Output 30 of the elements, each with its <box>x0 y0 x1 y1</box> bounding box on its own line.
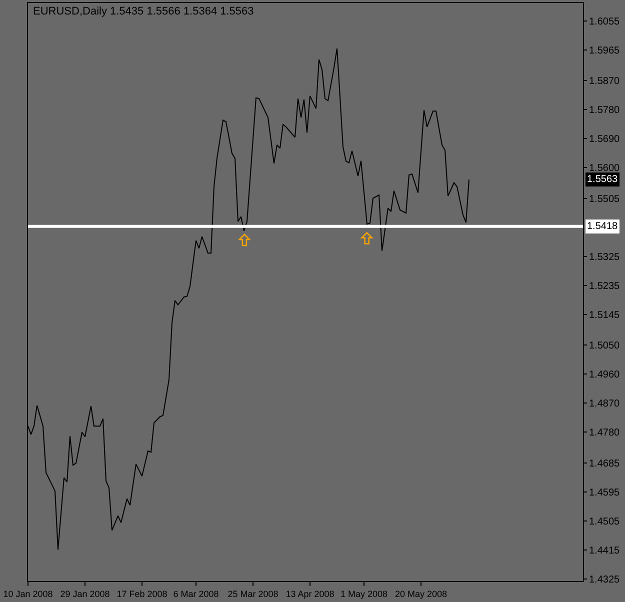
y-tick-label: 1.5780 <box>589 105 620 116</box>
y-tick-label: 1.5965 <box>589 45 620 56</box>
x-tick-label: 17 Feb 2008 <box>116 588 168 599</box>
y-tick-label: 1.5050 <box>589 340 620 352</box>
y-tick-label: 1.5505 <box>589 194 620 205</box>
x-tick-label: 13 Apr 2008 <box>286 588 334 599</box>
x-tick-label: 25 Mar 2008 <box>228 588 278 599</box>
x-tick-label: 1 May 2008 <box>340 588 388 599</box>
y-tick-label: 1.5235 <box>589 280 620 292</box>
y-tick-label: 1.4685 <box>589 458 620 470</box>
y-tick-label: 1.5870 <box>589 76 620 87</box>
x-tick-label: 29 Jan 2008 <box>60 588 110 599</box>
chart-title: EURUSD,Daily 1.5435 1.5566 1.5364 1.5563 <box>33 6 254 18</box>
y-tick-label: 1.4960 <box>589 370 620 381</box>
y-tick-label: 1.4780 <box>589 428 620 439</box>
y-tick-label: 1.5600 <box>589 163 620 174</box>
y-tick-label: 1.5145 <box>589 310 620 321</box>
annotation: 1.5563 <box>587 174 618 185</box>
y-tick-label: 1.4325 <box>589 574 620 586</box>
x-tick-label: 20 May 2008 <box>394 588 448 599</box>
y-tick-label: 1.4415 <box>589 546 620 557</box>
y-tick-label: 1.4870 <box>589 398 620 410</box>
y-tick-label: 1.5690 <box>589 134 620 146</box>
x-tick-label: 6 Mar 2008 <box>173 588 219 599</box>
y-tick-label: 1.4505 <box>589 516 620 528</box>
y-tick-label: 1.4595 <box>589 487 620 498</box>
y-tick-label: 1.6055 <box>589 16 620 28</box>
ref-line-label: 1.5418 <box>587 221 618 232</box>
y-tick-label: 1.5325 <box>589 252 620 263</box>
x-tick-label: 10 Jan 2008 <box>3 588 53 599</box>
